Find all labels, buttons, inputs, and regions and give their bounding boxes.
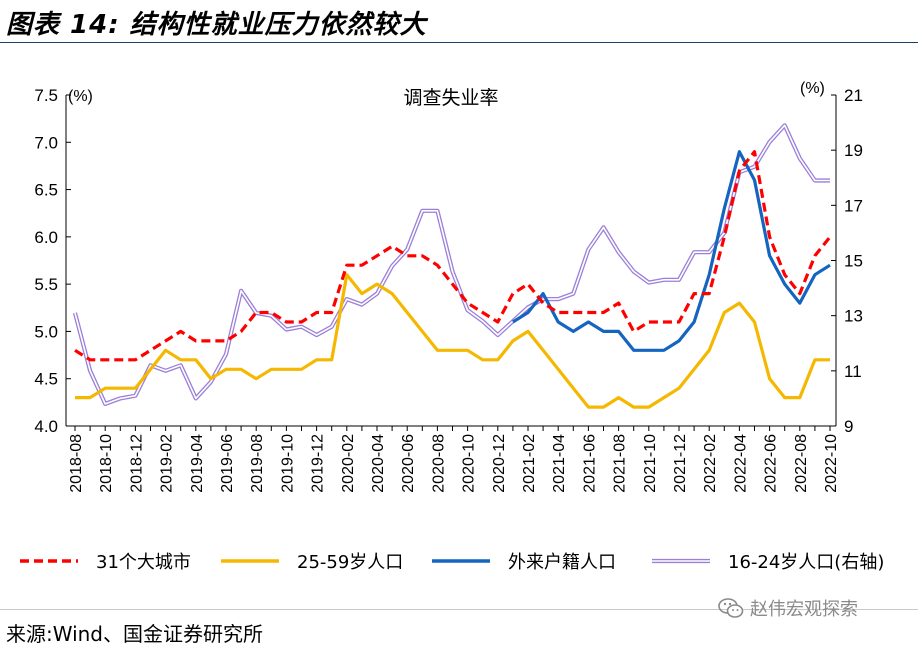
chart-title: 调查失业率: [403, 87, 498, 109]
x-tick-label: 2022-08: [793, 434, 810, 493]
x-tick-label: 2021-06: [581, 434, 598, 493]
x-tick-label: 2020-12: [491, 434, 508, 493]
x-tick-label: 2022-02: [702, 434, 719, 493]
left-axis-unit: (%): [68, 88, 93, 105]
chart-legend: 31个大城市 25-59岁人口 外来户籍人口 16-24岁人口(右轴): [20, 552, 884, 573]
right-tick-label: 19: [844, 141, 863, 160]
x-tick-label: 2021-02: [521, 434, 538, 493]
x-tick-label: 2022-04: [732, 434, 749, 493]
left-tick-label: 5.5: [34, 275, 58, 294]
figure-title: 图表 14: 结构性就业压力依然较大: [6, 10, 427, 40]
x-tick-label: 2019-10: [279, 434, 296, 493]
x-tick-label: 2022-10: [823, 434, 840, 493]
x-tick-label: 2018-10: [98, 434, 115, 493]
right-tick-label: 11: [844, 362, 862, 381]
left-tick-label: 4.5: [34, 370, 58, 389]
legend-label: 外来户籍人口: [508, 552, 616, 573]
x-tick-label: 2019-02: [159, 434, 176, 493]
footer-divider: [0, 609, 918, 610]
right-tick-label: 13: [844, 307, 863, 326]
x-tick-label: 2019-12: [310, 434, 327, 493]
watermark-text: 赵伟宏观探索: [750, 599, 858, 620]
wechat-icon: [718, 598, 744, 618]
x-tick-label: 2022-06: [763, 434, 780, 493]
right-tick-label: 17: [844, 196, 863, 215]
left-tick-label: 6.5: [34, 181, 58, 200]
x-tick-label: 2021-04: [551, 434, 568, 493]
x-tick-label: 2020-04: [370, 434, 387, 493]
x-tick-label: 2019-08: [249, 434, 266, 493]
series-line-0: [74, 150, 832, 362]
title-divider: [0, 42, 918, 43]
x-tick-label: 2019-04: [189, 434, 206, 493]
x-tick-label: 2019-06: [219, 434, 236, 493]
watermark: 赵伟宏观探索: [718, 595, 858, 621]
x-tick-label: 2021-12: [672, 434, 689, 493]
series-line-outline: [72, 123, 830, 406]
left-tick-label: 4.0: [34, 417, 58, 436]
legend-label: 31个大城市: [96, 552, 191, 573]
left-tick-label: 5.0: [34, 322, 58, 341]
left-tick-label: 7.5: [34, 86, 58, 105]
unemployment-line-chart: 4.0 4.5 5.0 5.5 6.0 6.5 7.0 7.5 9 11 13 15 17 19 21 201…: [20, 80, 884, 573]
x-tick-label: 2020-10: [461, 434, 478, 493]
series-line-16-24: [74, 124, 830, 405]
chart-series: [72, 123, 832, 409]
left-tick-label: 7.0: [34, 133, 58, 152]
x-tick-label: 2021-08: [612, 434, 629, 493]
x-tick-label: 2018-12: [128, 434, 145, 493]
right-tick-label: 15: [844, 252, 863, 271]
x-tick-label: 2020-06: [400, 434, 417, 493]
x-tick-label: 2021-10: [642, 434, 659, 493]
legend-label: 25-59岁人口: [297, 552, 403, 573]
series-line-2: [512, 150, 831, 352]
right-tick-label: 9: [844, 417, 853, 436]
right-axis-unit: (%): [800, 80, 825, 97]
left-tick-label: 6.0: [34, 228, 58, 247]
x-tick-label: 2020-08: [430, 434, 447, 493]
chart-axes: 4.0 4.5 5.0 5.5 6.0 6.5 7.0 7.5 9 11 13 15 17 19 21 201…: [34, 80, 863, 493]
x-tick-label: 2018-08: [68, 434, 85, 493]
x-tick-label: 2020-02: [340, 434, 357, 493]
source-note: 来源:Wind、国金证券研究所: [6, 622, 264, 646]
series-line-1: [75, 273, 830, 409]
right-tick-label: 21: [844, 86, 863, 105]
legend-label: 16-24岁人口(右轴): [728, 552, 884, 573]
